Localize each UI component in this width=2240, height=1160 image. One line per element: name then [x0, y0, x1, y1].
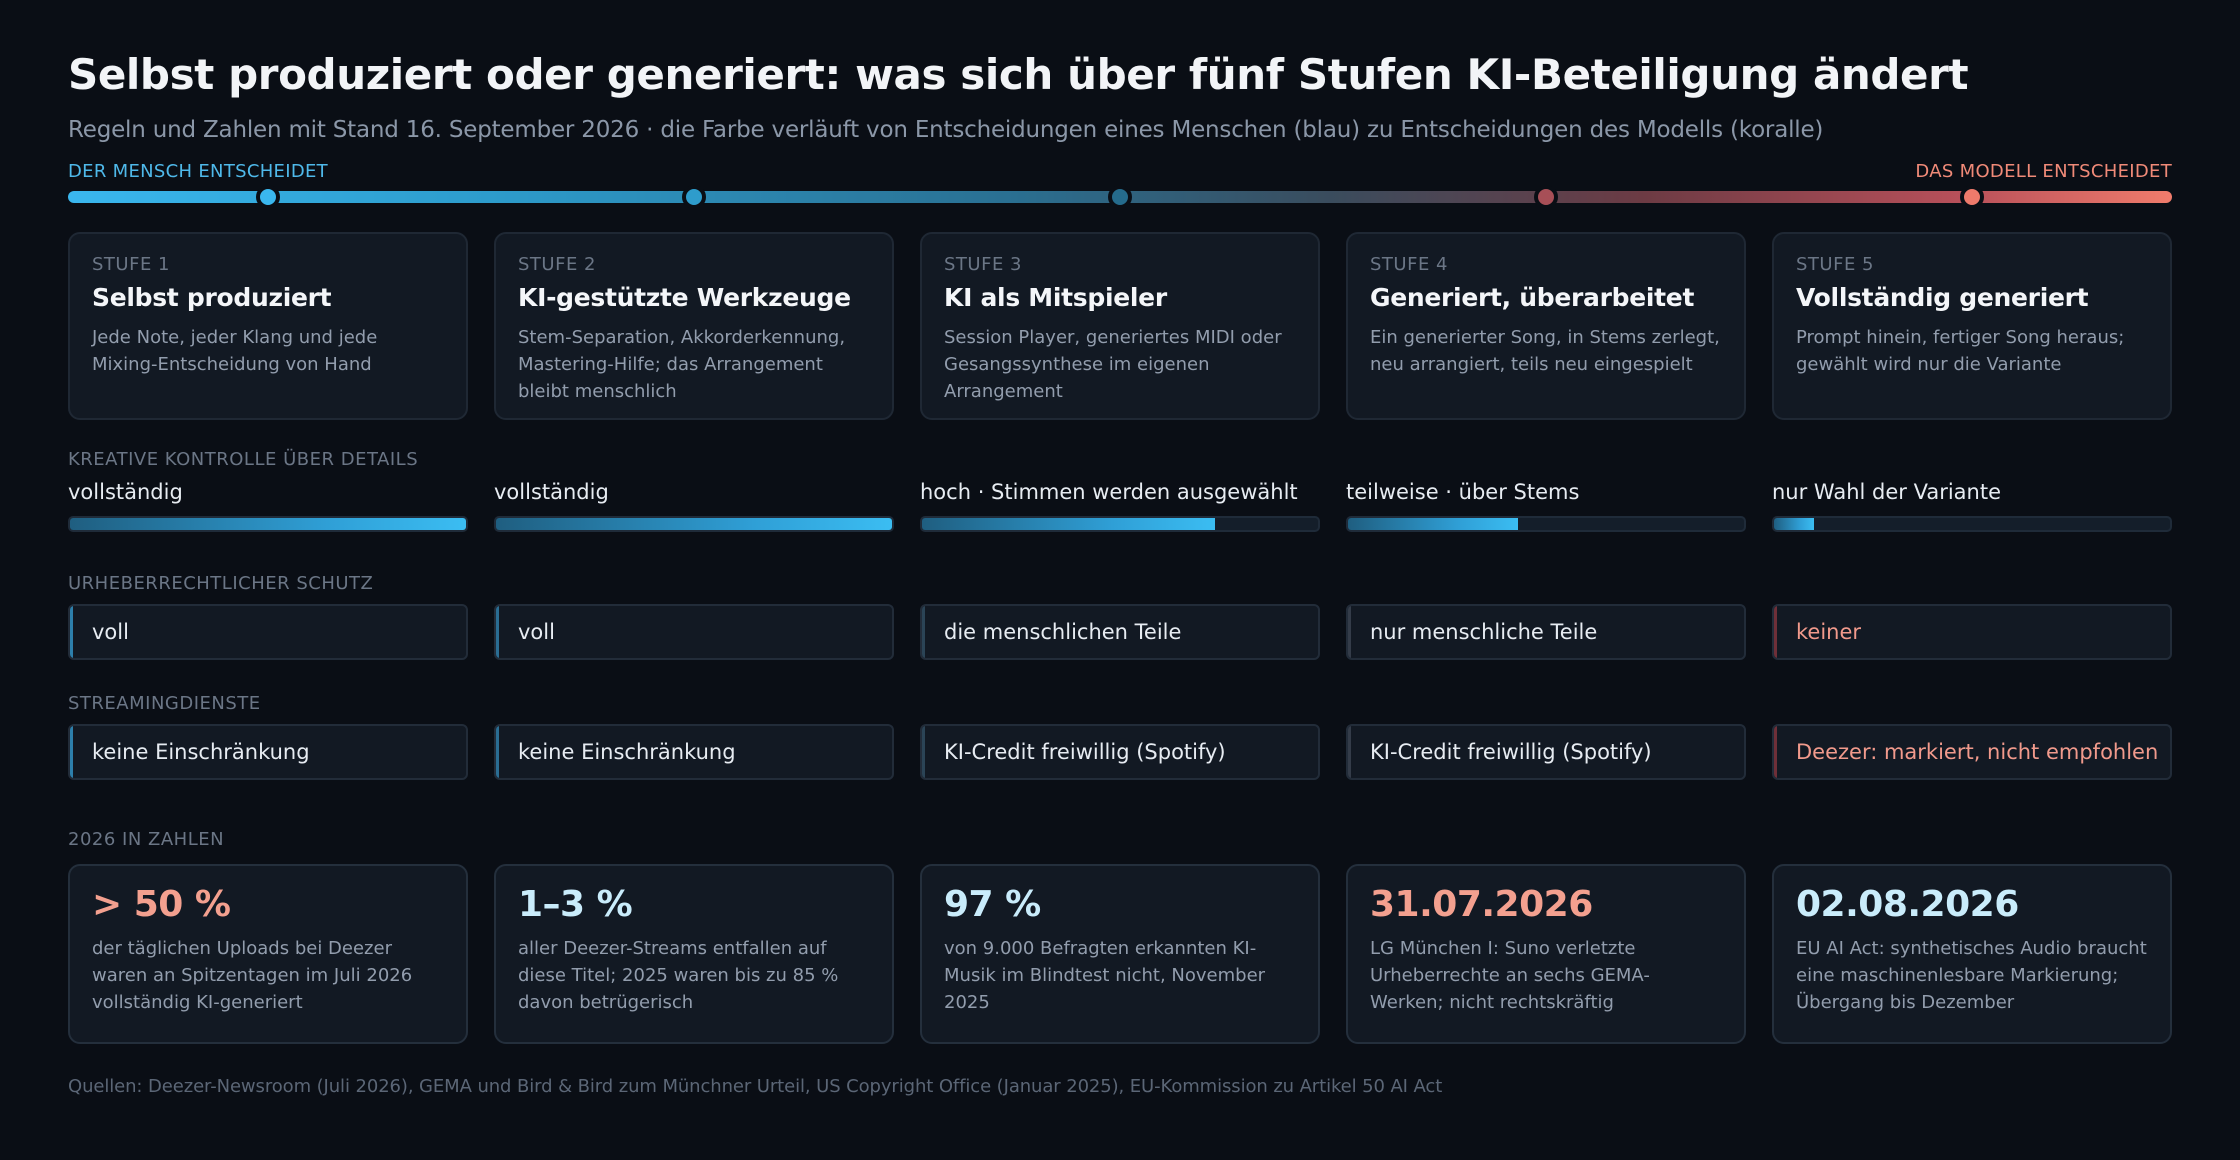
stage-marker-dot: [1960, 185, 1984, 209]
stage-card: STUFE 3 KI als Mitspieler Session Player, …: [920, 232, 1320, 420]
control-bar: [1346, 516, 1746, 532]
stage-number: STUFE 4: [1370, 254, 1448, 275]
stat-value: 1–3 %: [518, 884, 633, 925]
control-bar: [494, 516, 894, 532]
copyright-cell: voll: [494, 604, 894, 660]
scale-left-label: DER MENSCH ENTSCHEIDET: [68, 161, 328, 182]
stat-card: 1–3 % aller Deezer-Streams entfallen auf …: [494, 864, 894, 1044]
control-label: teilweise · über Stems: [1346, 480, 1580, 504]
section-label-stats: 2026 IN ZAHLEN: [68, 829, 225, 850]
stage-number: STUFE 5: [1796, 254, 1874, 275]
stat-value: 97 %: [944, 884, 1041, 925]
stat-description: von 9.000 Befragten erkannten KI-Musik i…: [944, 938, 1266, 1013]
stage-name: Vollständig generiert: [1796, 283, 2089, 312]
control-bar-fill: [496, 518, 892, 530]
page-subtitle: Regeln und Zahlen mit Stand 16. Septembe…: [68, 117, 1824, 143]
stage-name: Generiert, überarbeitet: [1370, 283, 1695, 312]
stage-name: KI-gestützte Werkzeuge: [518, 283, 851, 312]
control-label: vollständig: [494, 480, 609, 504]
infographic: Selbst produziert oder generiert: was si…: [68, 0, 2172, 1160]
streaming-cell: keine Einschränkung: [68, 724, 468, 780]
control-bar: [1772, 516, 2172, 532]
copyright-cell: nur menschliche Teile: [1346, 604, 1746, 660]
stage-card: STUFE 1 Selbst produziert Jede Note, jeder…: [68, 232, 468, 420]
page-title: Selbst produziert oder generiert: was si…: [68, 50, 1969, 99]
stage-number: STUFE 2: [518, 254, 596, 275]
section-label-copyright: URHEBERRECHTLICHER SCHUTZ: [68, 573, 374, 594]
stat-description: aller Deezer-Streams entfallen auf diese…: [518, 938, 839, 1013]
stat-card: 31.07.2026 LG München I: Suno verletzte U…: [1346, 864, 1746, 1044]
stage-description: Ein generierter Song, in Stems zerlegt, …: [1370, 327, 1720, 375]
stat-description: der täglichen Uploads bei Deezer waren a…: [92, 938, 413, 1013]
stage-number: STUFE 1: [92, 254, 170, 275]
section-label-streaming: STREAMINGDIENSTE: [68, 693, 261, 714]
stage-card: STUFE 4 Generiert, überarbeitet Ein generi…: [1346, 232, 1746, 420]
control-label: vollständig: [68, 480, 183, 504]
streaming-cell: KI-Credit freiwillig (Spotify): [1346, 724, 1746, 780]
stat-card: > 50 % der täglichen Uploads bei Deezer w…: [68, 864, 468, 1044]
copyright-cell: voll: [68, 604, 468, 660]
stage-description: Jede Note, jeder Klang und jede Mixing-E…: [92, 327, 378, 375]
streaming-cell: KI-Credit freiwillig (Spotify): [920, 724, 1320, 780]
section-label-control: KREATIVE KONTROLLE ÜBER DETAILS: [68, 449, 419, 470]
stage-marker-dot: [1108, 185, 1132, 209]
control-bar-fill: [1774, 518, 1814, 530]
stage-name: Selbst produziert: [92, 283, 332, 312]
stage-card: STUFE 5 Vollständig generiert Prompt hinei…: [1772, 232, 2172, 420]
copyright-cell: keiner: [1772, 604, 2172, 660]
control-label: nur Wahl der Variante: [1772, 480, 2002, 504]
streaming-cell: Deezer: markiert, nicht empfohlen: [1772, 724, 2172, 780]
control-bar-fill: [1348, 518, 1519, 530]
sources-footnote: Quellen: Deezer-Newsroom (Juli 2026), GE…: [68, 1076, 1443, 1097]
stat-value: > 50 %: [92, 884, 231, 925]
stage-card: STUFE 2 KI-gestützte Werkzeuge Stem-Separa…: [494, 232, 894, 420]
stage-marker-dot: [682, 185, 706, 209]
control-bar-fill: [922, 518, 1216, 530]
stat-value: 02.08.2026: [1796, 884, 2019, 925]
scale-right-label: DAS MODELL ENTSCHEIDET: [1915, 161, 2172, 182]
streaming-cell: keine Einschränkung: [494, 724, 894, 780]
stage-number: STUFE 3: [944, 254, 1022, 275]
stage-marker-dot: [256, 185, 280, 209]
stat-value: 31.07.2026: [1370, 884, 1593, 925]
stage-description: Session Player, generiertes MIDI oder Ge…: [944, 327, 1282, 402]
control-bar: [68, 516, 468, 532]
stage-name: KI als Mitspieler: [944, 283, 1167, 312]
stage-marker-dot: [1534, 185, 1558, 209]
stat-card: 02.08.2026 EU AI Act: synthetisches Audio…: [1772, 864, 2172, 1044]
stage-description: Stem-Separation, Akkorderkennung, Master…: [518, 327, 846, 402]
stage-description: Prompt hinein, fertiger Song heraus; gew…: [1796, 327, 2125, 375]
control-label: hoch · Stimmen werden ausgewählt: [920, 480, 1298, 504]
control-bar-fill: [70, 518, 466, 530]
control-bar: [920, 516, 1320, 532]
stat-description: LG München I: Suno verletzte Urheberrech…: [1370, 938, 1650, 1013]
copyright-cell: die menschlichen Teile: [920, 604, 1320, 660]
stat-card: 97 % von 9.000 Befragten erkannten KI-Mus…: [920, 864, 1320, 1044]
stat-description: EU AI Act: synthetisches Audio braucht e…: [1796, 938, 2147, 1013]
